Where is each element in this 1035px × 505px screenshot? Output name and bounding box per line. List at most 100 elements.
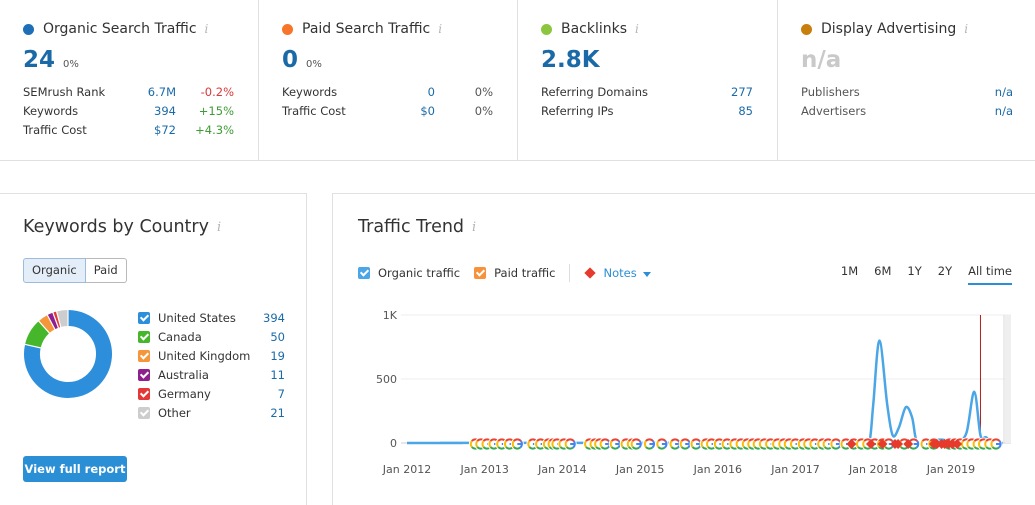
g-arc [657,446,666,450]
paid-traffic-toggle[interactable]: Paid traffic [474,266,555,280]
google-update-icon[interactable] [598,437,612,451]
checkbox-checked-icon[interactable] [138,407,150,419]
slice-separator [23,343,42,349]
summary-panel: Organic Search Traffic i 24 0% SEMrush R… [0,0,1035,161]
tab-paid[interactable]: Paid [85,258,127,283]
paid-traffic-value[interactable]: 0 [282,47,299,73]
note-diamond-icon[interactable] [865,439,876,449]
legend-item-canada[interactable]: Canada 50 [138,328,285,347]
card-organic-search-traffic[interactable]: Organic Search Traffic i 24 0% SEMrush R… [0,0,259,161]
range-2y[interactable]: 2Y [937,264,953,278]
organic-traffic-value[interactable]: 24 [23,47,56,73]
country-keyword-count[interactable]: 11 [270,368,285,382]
legend-item-australia[interactable]: Australia 11 [138,366,285,385]
checkbox-checked-icon[interactable] [138,369,150,381]
backlinks-value[interactable]: 2.8K [541,47,600,73]
metric-value[interactable]: 394 [154,104,176,118]
display-dot-icon [801,23,812,35]
metric-label: SEMrush Rank [23,85,106,99]
range-1m[interactable]: 1M [840,264,859,278]
traffic-trend-chart[interactable]: 1K 500 0 Jan 2012 Jan 2013 Jan 2014 Jan 2015 Ja… [333,302,1035,477]
donut-slice-canada[interactable] [25,321,50,349]
google-update-icon[interactable] [510,437,524,451]
note-diamond-icon[interactable] [903,439,914,449]
google-update-icon[interactable] [642,437,656,451]
checkbox-checked-icon[interactable] [138,388,150,400]
metric-value[interactable]: $72 [154,123,176,137]
card-backlinks[interactable]: Backlinks i 2.8K Referring Domains 277 R… [518,0,778,161]
note-diamond-icon[interactable] [846,439,857,449]
g-arc [565,438,575,442]
g-arc [475,440,479,448]
panel-title-text: Keywords by Country [23,217,209,237]
g-arc [735,440,739,448]
info-icon[interactable]: i [472,219,477,235]
g-arc [752,440,756,448]
google-update-icon[interactable] [608,437,622,451]
range-all-time[interactable]: All time [968,264,1012,285]
google-update-icon[interactable] [678,437,692,451]
google-update-icon[interactable] [689,437,703,451]
card-paid-search-traffic[interactable]: Paid Search Traffic i 0 0% Keywords 0 0%… [259,0,518,161]
metric-row: Traffic Cost $72 +4.3% [23,121,258,140]
time-range-selector: 1M 6M 1Y 2Y All time [825,264,1012,285]
checkbox-checked-icon[interactable] [138,350,150,362]
card-title: Display Advertising [821,21,957,37]
chart-options: Organic traffic Paid traffic Notes [358,264,651,282]
legend-item-germany[interactable]: Germany 7 [138,385,285,404]
metric-value[interactable]: 85 [738,104,753,118]
donut-slice-united-kingdom[interactable] [38,315,56,334]
country-donut-chart[interactable] [22,308,114,400]
organic-traffic-toggle[interactable]: Organic traffic [358,266,460,280]
info-icon[interactable]: i [635,22,639,36]
google-update-icon[interactable] [989,437,1003,451]
legend-item-united-states[interactable]: United States 394 [138,309,285,328]
note-diamond-icon[interactable] [952,439,963,449]
metric-value[interactable]: 277 [731,85,753,99]
note-diamond-icon[interactable] [893,439,904,449]
panel-title-text: Traffic Trend [358,217,465,237]
donut-slice-other[interactable] [56,310,69,328]
metric-value[interactable]: 6.7M [147,85,176,99]
country-keyword-count[interactable]: 394 [263,311,285,325]
g-arc [783,440,787,448]
country-keyword-count[interactable]: 21 [270,406,285,420]
donut-slice-australia[interactable] [47,312,59,330]
keyword-type-toggle: Organic Paid [23,258,127,283]
view-full-report-button[interactable]: View full report [23,456,127,482]
info-icon[interactable]: i [964,22,969,36]
g-arc [855,440,859,448]
tab-organic[interactable]: Organic [23,258,86,283]
g-arc [920,440,924,448]
legend-item-other[interactable]: Other 21 [138,404,285,423]
google-update-icon[interactable] [629,437,643,451]
metric-value: n/a [994,85,1013,99]
google-update-icon[interactable] [563,437,577,451]
checkbox-checked-icon[interactable] [474,267,487,279]
metric-value[interactable]: 0 [427,85,435,99]
organic-traffic-line[interactable] [406,339,1003,445]
g-arc [670,446,679,450]
notes-dropdown[interactable]: Notes [582,266,651,280]
google-update-icon[interactable] [655,437,669,451]
legend-item-united-kingdom[interactable]: United Kingdom 19 [138,347,285,366]
traffic-trend-panel: Traffic Trend i Organic traffic Paid tra… [332,193,1035,505]
card-display-advertising[interactable]: Display Advertising i n/a Publishers n/a… [778,0,1035,161]
g-arc [643,440,647,448]
donut-slice-united-states[interactable] [24,310,112,398]
checkbox-checked-icon[interactable] [138,331,150,343]
info-icon[interactable]: i [204,22,209,36]
range-6m[interactable]: 6M [874,264,892,278]
country-keyword-count[interactable]: 19 [270,349,285,363]
range-1y[interactable]: 1Y [907,264,922,278]
note-diamond-icon[interactable] [877,439,888,449]
info-icon[interactable]: i [438,22,443,36]
country-keyword-count[interactable]: 50 [270,330,285,344]
g-arc [700,440,704,448]
google-update-icon[interactable] [829,437,843,451]
checkbox-checked-icon[interactable] [138,312,150,324]
metric-value[interactable]: $0 [420,104,435,118]
checkbox-checked-icon[interactable] [358,267,370,279]
country-keyword-count[interactable]: 7 [277,387,285,401]
info-icon[interactable]: i [216,219,222,235]
